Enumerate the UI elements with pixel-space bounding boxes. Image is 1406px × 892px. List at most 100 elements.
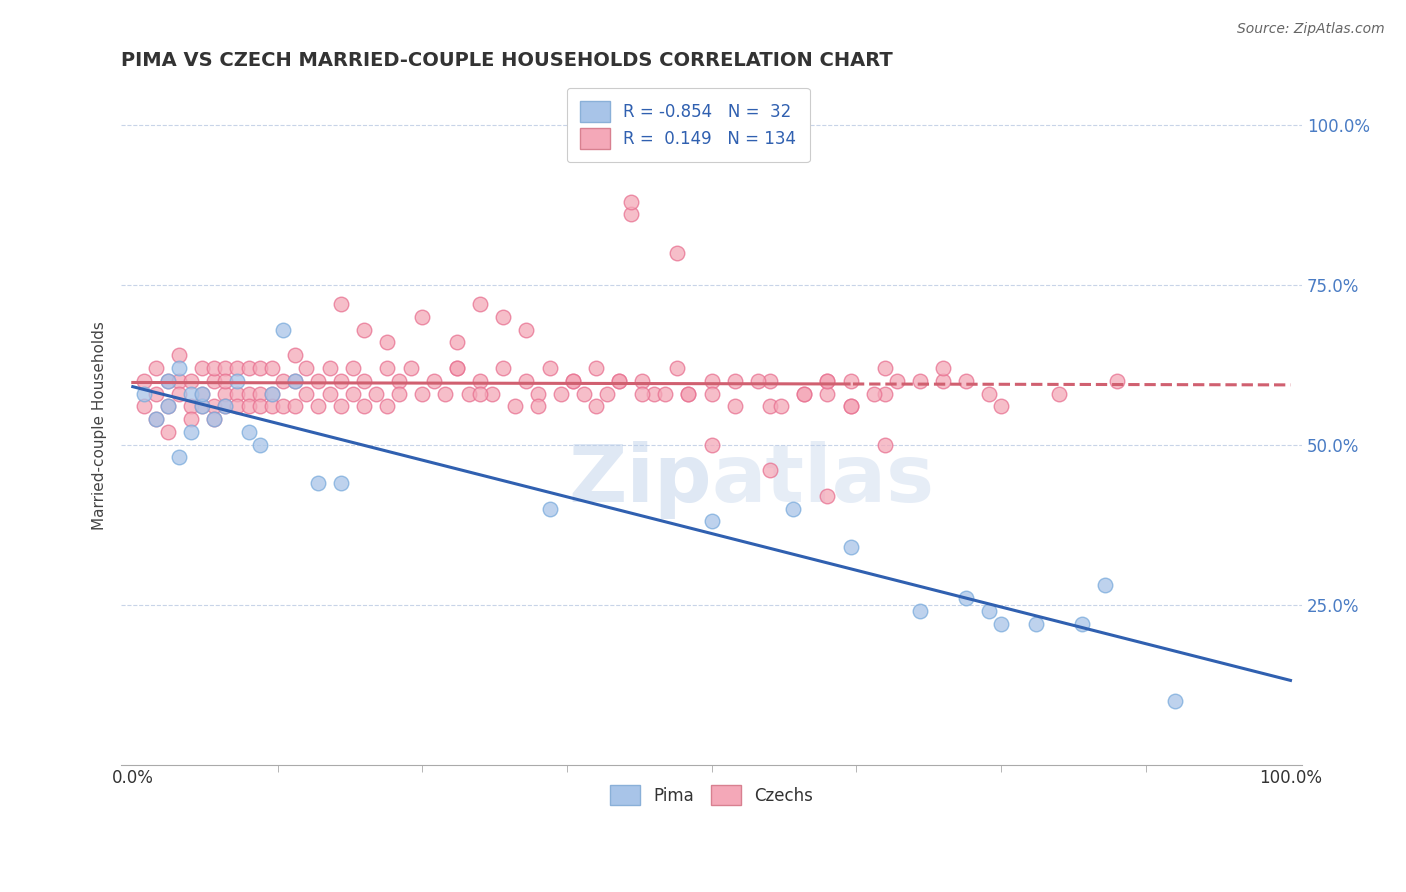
Point — [191, 400, 214, 414]
Point — [700, 386, 723, 401]
Text: Source: ZipAtlas.com: Source: ZipAtlas.com — [1237, 22, 1385, 37]
Point — [284, 374, 307, 388]
Point — [446, 335, 468, 350]
Point — [330, 476, 353, 491]
Point — [156, 374, 179, 388]
Point — [202, 412, 225, 426]
Point — [654, 386, 676, 401]
Point — [607, 374, 630, 388]
Point — [249, 386, 271, 401]
Point — [214, 386, 236, 401]
Point — [423, 374, 446, 388]
Point — [134, 386, 156, 401]
Point — [145, 412, 167, 426]
Point — [538, 501, 561, 516]
Point — [353, 400, 375, 414]
Point — [815, 386, 838, 401]
Y-axis label: Married-couple Households: Married-couple Households — [93, 321, 107, 530]
Point — [249, 400, 271, 414]
Point — [607, 374, 630, 388]
Text: Zip: Zip — [568, 441, 711, 519]
Point — [180, 374, 202, 388]
Point — [908, 604, 931, 618]
Point — [815, 489, 838, 503]
Point — [226, 400, 249, 414]
Point — [202, 374, 225, 388]
Point — [180, 412, 202, 426]
Point — [191, 386, 214, 401]
Point — [167, 450, 190, 465]
Point — [724, 400, 747, 414]
Point — [202, 400, 225, 414]
Point — [238, 400, 260, 414]
Point — [585, 400, 607, 414]
Legend: Pima, Czechs: Pima, Czechs — [602, 777, 821, 814]
Point — [364, 386, 387, 401]
Point — [574, 386, 596, 401]
Point — [167, 360, 190, 375]
Point — [979, 386, 1001, 401]
Point — [226, 386, 249, 401]
Point — [1094, 578, 1116, 592]
Point — [284, 400, 307, 414]
Point — [156, 425, 179, 439]
Point — [238, 360, 260, 375]
Point — [665, 360, 688, 375]
Point — [167, 348, 190, 362]
Point — [226, 360, 249, 375]
Point — [481, 386, 503, 401]
Point — [492, 360, 515, 375]
Point — [862, 386, 884, 401]
Point — [457, 386, 479, 401]
Point — [643, 386, 665, 401]
Text: atlas: atlas — [711, 441, 935, 519]
Point — [330, 297, 353, 311]
Text: PIMA VS CZECH MARRIED-COUPLE HOUSEHOLDS CORRELATION CHART: PIMA VS CZECH MARRIED-COUPLE HOUSEHOLDS … — [121, 51, 893, 70]
Point — [1105, 374, 1128, 388]
Point — [342, 386, 364, 401]
Point — [990, 616, 1012, 631]
Point — [665, 245, 688, 260]
Point — [700, 374, 723, 388]
Point — [249, 360, 271, 375]
Point — [446, 360, 468, 375]
Point — [134, 374, 156, 388]
Point — [180, 386, 202, 401]
Point — [156, 400, 179, 414]
Point — [271, 374, 294, 388]
Point — [468, 297, 491, 311]
Point — [1047, 386, 1070, 401]
Point — [515, 374, 537, 388]
Point — [793, 386, 815, 401]
Point — [202, 360, 225, 375]
Point — [388, 374, 411, 388]
Point — [561, 374, 583, 388]
Point — [631, 386, 654, 401]
Point — [411, 386, 433, 401]
Point — [979, 604, 1001, 618]
Point — [446, 360, 468, 375]
Point — [214, 400, 236, 414]
Point — [678, 386, 700, 401]
Point — [758, 374, 780, 388]
Point — [550, 386, 572, 401]
Point — [932, 360, 955, 375]
Point — [318, 360, 340, 375]
Point — [167, 386, 190, 401]
Point — [191, 386, 214, 401]
Point — [585, 360, 607, 375]
Point — [202, 412, 225, 426]
Point — [191, 360, 214, 375]
Point — [238, 386, 260, 401]
Point — [782, 501, 804, 516]
Point — [620, 207, 643, 221]
Point — [260, 400, 283, 414]
Point — [770, 400, 793, 414]
Point — [167, 374, 190, 388]
Point — [330, 374, 353, 388]
Point — [990, 400, 1012, 414]
Point — [249, 438, 271, 452]
Point — [527, 400, 550, 414]
Point — [377, 360, 399, 375]
Point — [342, 360, 364, 375]
